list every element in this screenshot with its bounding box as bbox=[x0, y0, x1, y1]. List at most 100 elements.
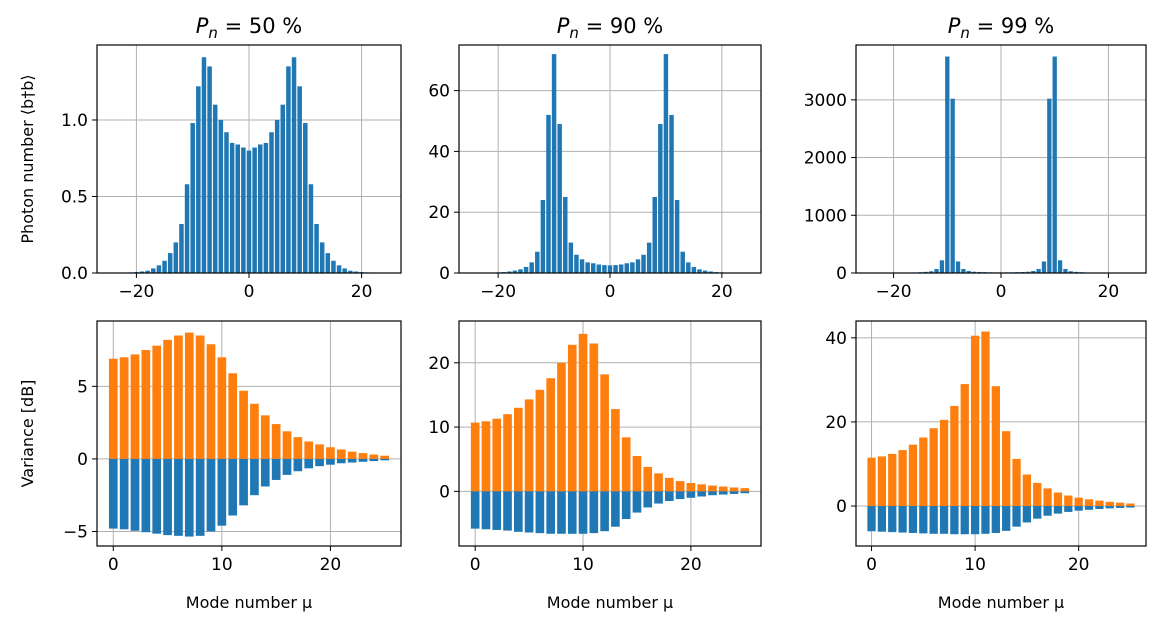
bar-squeezing bbox=[380, 458, 390, 461]
bar bbox=[1068, 271, 1073, 273]
bar-squeezing bbox=[950, 506, 959, 535]
bar-squeezing bbox=[919, 506, 928, 534]
bar-squeezing bbox=[514, 491, 523, 532]
bar-squeezing bbox=[632, 491, 642, 513]
bar-anti-squeezing bbox=[929, 428, 938, 507]
bar-squeezing bbox=[1074, 506, 1083, 511]
bar bbox=[348, 270, 353, 273]
bar-anti-squeezing bbox=[524, 399, 534, 492]
bar-squeezing bbox=[567, 491, 577, 534]
bar-anti-squeezing bbox=[950, 405, 959, 507]
bar-squeezing bbox=[1012, 506, 1021, 527]
panel-title: Pn = 99 % bbox=[948, 14, 1055, 42]
bar bbox=[184, 184, 190, 273]
bar-squeezing bbox=[304, 458, 314, 469]
y-tick-label: 0 bbox=[836, 264, 847, 284]
bar-anti-squeezing bbox=[686, 483, 696, 492]
bar-anti-squeezing bbox=[621, 437, 631, 492]
y-tick-label: 10 bbox=[428, 418, 450, 438]
bar bbox=[579, 259, 585, 273]
bar bbox=[218, 119, 224, 273]
bar bbox=[235, 144, 240, 273]
bar bbox=[342, 268, 347, 273]
y-tick-label: 3000 bbox=[804, 91, 847, 111]
bar-squeezing bbox=[898, 506, 907, 533]
bar bbox=[507, 271, 512, 273]
x-tick-label: 20 bbox=[711, 282, 733, 302]
x-tick-label: 20 bbox=[680, 555, 702, 575]
bar-squeezing bbox=[358, 458, 368, 462]
bar-squeezing bbox=[119, 458, 129, 530]
bar-anti-squeezing bbox=[195, 335, 205, 459]
bar bbox=[535, 251, 540, 273]
bar bbox=[955, 261, 961, 273]
bar-squeezing bbox=[260, 458, 270, 487]
bar bbox=[263, 142, 269, 273]
x-tick-label: 10 bbox=[211, 555, 233, 575]
bar bbox=[190, 123, 195, 273]
bar bbox=[702, 270, 708, 273]
bar bbox=[336, 265, 342, 273]
bar bbox=[551, 54, 557, 273]
bar-anti-squeezing bbox=[358, 453, 368, 459]
bar-squeezing bbox=[152, 458, 162, 534]
bar bbox=[1063, 268, 1068, 273]
panel-title: Pn = 90 % bbox=[557, 14, 664, 42]
bar-squeezing bbox=[981, 506, 990, 534]
bar-squeezing bbox=[108, 458, 118, 529]
bar-anti-squeezing bbox=[960, 384, 969, 507]
bar-squeezing bbox=[130, 458, 140, 531]
bar bbox=[1047, 98, 1052, 273]
bar bbox=[590, 263, 596, 273]
bar-squeezing bbox=[1126, 506, 1135, 508]
bar-squeezing bbox=[228, 458, 238, 516]
bar-squeezing bbox=[369, 458, 379, 462]
x-axis-label: Mode number μ bbox=[186, 593, 312, 612]
bar-anti-squeezing bbox=[1084, 499, 1094, 507]
bar-squeezing bbox=[686, 491, 696, 498]
bar bbox=[252, 147, 257, 273]
bar bbox=[563, 197, 568, 273]
bar-anti-squeezing bbox=[665, 477, 674, 492]
x-tick-label: −20 bbox=[480, 282, 516, 302]
x-tick-label: −20 bbox=[118, 282, 154, 302]
bar-anti-squeezing bbox=[600, 374, 609, 492]
bar-anti-squeezing bbox=[729, 487, 739, 492]
y-tick-label: 5 bbox=[77, 377, 88, 397]
bar-squeezing bbox=[1115, 506, 1125, 508]
bar-anti-squeezing bbox=[578, 333, 588, 492]
bar-anti-squeezing bbox=[898, 450, 907, 507]
bar bbox=[156, 265, 162, 273]
y-tick-label: 0 bbox=[836, 497, 847, 517]
x-tick-label: 20 bbox=[320, 555, 342, 575]
bar-anti-squeezing bbox=[991, 386, 1000, 507]
variance-panel-99: 0 10 20 0 20 40 Mode number μ bbox=[825, 320, 1147, 612]
bar bbox=[708, 271, 713, 273]
bar bbox=[669, 114, 674, 273]
bar-squeezing bbox=[470, 491, 480, 529]
bar-anti-squeezing bbox=[228, 373, 238, 459]
bar-squeezing bbox=[1105, 506, 1114, 509]
bar-anti-squeezing bbox=[654, 473, 663, 492]
bar-squeezing bbox=[867, 506, 876, 532]
y-tick-label: 0 bbox=[77, 450, 88, 470]
bar bbox=[241, 147, 246, 273]
bar bbox=[966, 270, 971, 273]
bar-anti-squeezing bbox=[1022, 474, 1032, 507]
bar bbox=[523, 266, 529, 273]
bar-squeezing bbox=[546, 491, 555, 534]
bar-squeezing bbox=[888, 506, 897, 533]
bar-squeezing bbox=[877, 506, 887, 532]
bar-anti-squeezing bbox=[939, 419, 949, 507]
bar-anti-squeezing bbox=[740, 488, 750, 492]
bar-squeezing bbox=[960, 506, 969, 535]
bar-squeezing bbox=[1022, 506, 1032, 523]
bar-squeezing bbox=[665, 491, 674, 501]
bar-squeezing bbox=[1053, 506, 1063, 514]
bar-anti-squeezing bbox=[697, 484, 706, 492]
bar bbox=[207, 66, 212, 273]
bar-squeezing bbox=[1084, 506, 1094, 510]
bar bbox=[557, 124, 562, 273]
bar bbox=[646, 242, 652, 273]
x-tick-label: 10 bbox=[964, 555, 986, 575]
